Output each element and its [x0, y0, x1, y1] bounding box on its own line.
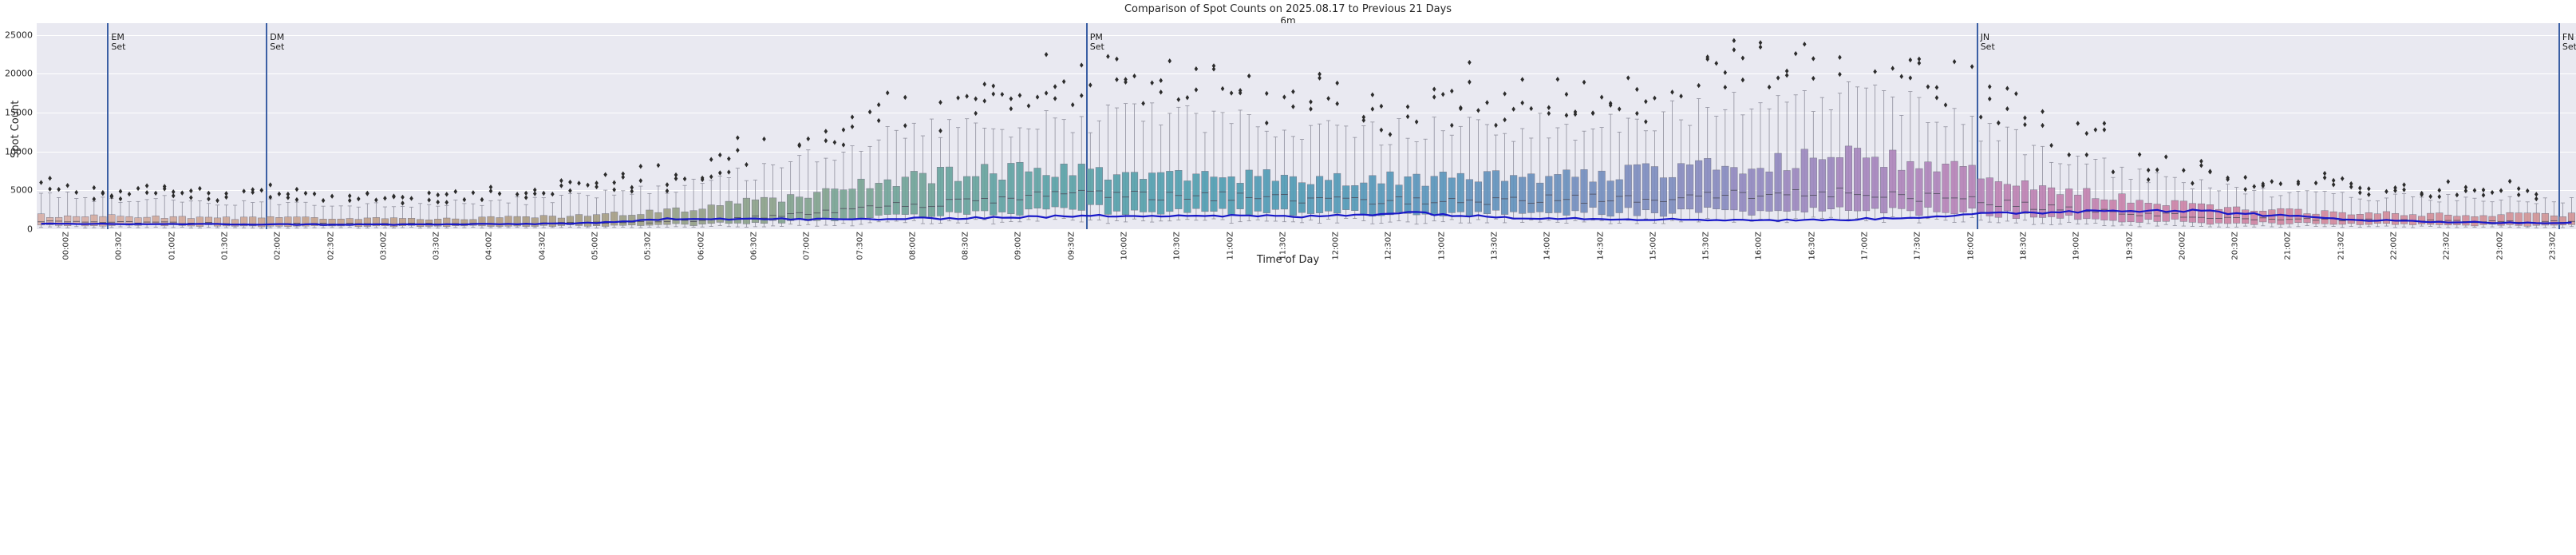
vertical-marker-line: [266, 23, 268, 229]
gridline: [37, 34, 2576, 36]
gridline: [37, 151, 2576, 153]
vertical-marker-label-line2: Set: [2562, 42, 2576, 52]
y-axis-ticks: 0 5000 10000 15000 20000 25000: [0, 23, 33, 234]
vertical-marker-label-line1: DM: [270, 32, 285, 42]
vertical-marker-line: [2558, 23, 2560, 229]
vertical-marker-label-line1: JN: [1980, 32, 1990, 42]
gridline: [37, 190, 2576, 192]
plot-background: [37, 23, 2576, 230]
y-tick-label: 25000: [5, 30, 33, 41]
vertical-marker-line: [1976, 23, 1978, 229]
vertical-marker-line: [107, 23, 109, 229]
y-tick-label: 20000: [5, 68, 33, 79]
boxplot-svg: [37, 38, 2576, 229]
gridline: [37, 73, 2576, 75]
outlier-group: [39, 38, 2538, 206]
vertical-marker-label-line2: Set: [270, 42, 285, 52]
x-axis-label: Time of Day: [1256, 254, 1320, 266]
gridline: [37, 229, 2576, 230]
vertical-marker-label: FN Set: [2562, 33, 2576, 52]
vertical-marker-label: JN Set: [1981, 33, 1995, 52]
vertical-marker-line: [1085, 23, 1088, 229]
y-tick-label: 15000: [5, 107, 33, 118]
y-axis-label: Spot Count: [10, 100, 22, 158]
vertical-marker-label-line2: Set: [111, 42, 126, 52]
chart-title: Comparison of Spot Counts on 2025.08.17 …: [1124, 3, 1452, 15]
vertical-marker-label-line1: PM: [1089, 32, 1103, 42]
y-tick-label: 0: [27, 224, 33, 235]
vertical-marker-label-line2: Set: [1089, 42, 1104, 52]
vertical-marker-label-line1: FN: [2562, 32, 2574, 42]
vertical-marker-label: DM Set: [270, 33, 284, 52]
vertical-marker-label: EM Set: [111, 33, 125, 52]
vertical-marker-label-line2: Set: [1980, 42, 1995, 52]
vertical-marker-label-line1: EM: [111, 32, 124, 42]
vertical-marker-label: PM Set: [1090, 33, 1104, 52]
box-group: [37, 81, 2576, 229]
overlay-line: [41, 208, 2572, 226]
plot-canvas: [37, 23, 2576, 229]
y-tick-label: 5000: [10, 184, 33, 196]
y-tick-label: 10000: [5, 146, 33, 157]
